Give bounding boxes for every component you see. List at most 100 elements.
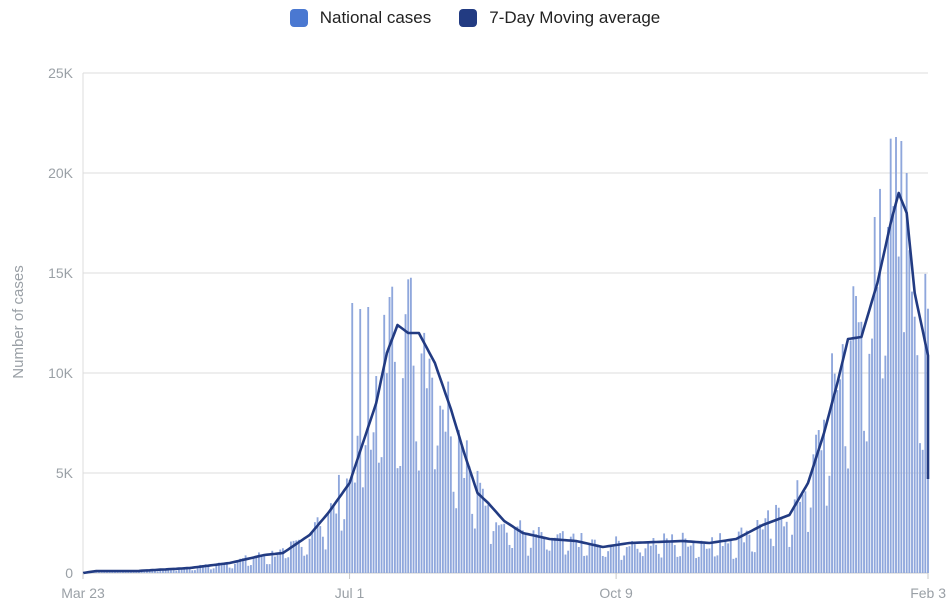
bar	[284, 558, 287, 573]
bar	[321, 536, 324, 573]
x-tick-label: Jul 1	[335, 585, 365, 601]
bar	[431, 377, 434, 573]
bar	[863, 430, 865, 573]
bar	[367, 307, 370, 573]
bar	[745, 530, 748, 573]
bar	[313, 522, 316, 573]
bar	[657, 553, 660, 573]
bar	[711, 537, 714, 573]
legend-swatch-bars	[289, 9, 308, 27]
bar	[148, 570, 151, 573]
bar	[481, 488, 484, 573]
bar	[247, 565, 250, 573]
bar	[559, 533, 562, 573]
bar	[327, 514, 330, 573]
bar	[700, 540, 703, 573]
bar	[561, 531, 564, 573]
bar	[847, 468, 849, 573]
bar	[335, 513, 338, 573]
bar	[601, 555, 604, 573]
x-tick-label: Oct 9	[599, 585, 633, 601]
bar	[631, 540, 634, 573]
bar	[660, 557, 663, 573]
bar	[420, 353, 423, 573]
bar	[737, 531, 740, 573]
bar	[236, 561, 239, 573]
line-series-moving-average	[82, 191, 930, 575]
bar	[223, 564, 226, 573]
bar	[199, 564, 202, 573]
bar	[652, 538, 655, 573]
bar	[489, 543, 492, 573]
bar	[385, 373, 388, 573]
bar	[505, 532, 508, 573]
bar	[793, 499, 796, 573]
bar	[833, 373, 836, 573]
bar	[519, 520, 522, 573]
bar	[417, 470, 420, 573]
bar	[615, 536, 618, 573]
bar	[871, 338, 873, 573]
bar	[297, 539, 300, 573]
bar	[345, 478, 348, 573]
bar	[849, 340, 852, 573]
bar	[569, 536, 572, 573]
legend-item-national-cases[interactable]: National cases	[289, 8, 431, 28]
bar	[311, 532, 314, 573]
bar	[572, 533, 575, 573]
bar	[892, 206, 895, 574]
bar	[655, 544, 658, 573]
bar	[332, 504, 335, 573]
bar	[596, 544, 599, 573]
y-tick-label: 25K	[48, 65, 74, 81]
bar	[772, 546, 775, 573]
legend-item-moving-average[interactable]: 7-Day Moving average	[459, 8, 660, 28]
y-tick-label: 0	[65, 565, 73, 581]
bar	[604, 556, 607, 573]
bar	[452, 491, 455, 573]
bar	[516, 526, 519, 573]
bar	[743, 542, 745, 573]
bar	[487, 504, 490, 573]
bar	[425, 388, 428, 573]
bar	[513, 528, 516, 573]
bar	[879, 188, 881, 574]
bar	[396, 468, 399, 573]
bar	[447, 381, 450, 573]
bar	[215, 564, 218, 573]
bar	[732, 558, 735, 573]
bar	[804, 491, 807, 573]
bar	[617, 540, 620, 573]
bar	[380, 457, 383, 573]
bar	[234, 563, 236, 573]
y-axis-ticks: 0 5K 10K 15K 20K 25K	[48, 65, 74, 581]
bar	[436, 445, 439, 573]
bar	[695, 558, 698, 573]
bar	[916, 355, 919, 573]
bar	[428, 358, 431, 573]
bar	[194, 570, 196, 573]
bar	[905, 173, 908, 573]
bar	[343, 519, 346, 573]
bar	[329, 503, 332, 573]
bar	[719, 533, 722, 573]
bar	[276, 554, 279, 573]
bar	[449, 436, 452, 573]
bar	[393, 361, 396, 573]
bar	[495, 522, 498, 573]
bar	[119, 572, 122, 573]
bar	[537, 527, 540, 573]
bar	[609, 546, 612, 573]
x-axis-ticks: Mar 23 Jul 1 Oct 9 Feb 3	[61, 573, 946, 601]
bar	[178, 569, 180, 573]
bar	[242, 558, 244, 573]
bar	[521, 530, 524, 573]
bar	[553, 537, 556, 573]
bar	[753, 552, 756, 573]
y-tick-label: 10K	[48, 365, 74, 381]
bar	[679, 556, 682, 573]
bar	[721, 546, 724, 573]
bar	[162, 569, 164, 573]
bar	[196, 568, 199, 573]
bar	[828, 475, 831, 573]
